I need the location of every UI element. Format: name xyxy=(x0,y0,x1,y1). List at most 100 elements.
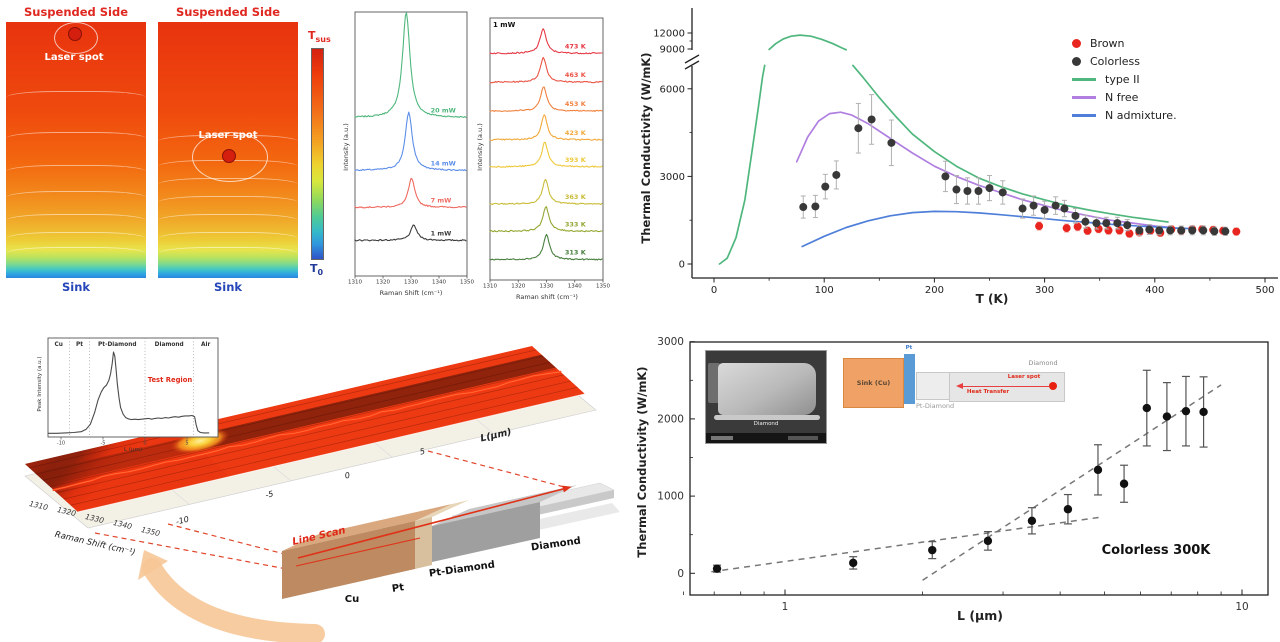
schematic-heat-arrowhead xyxy=(956,383,963,389)
type-ii-line-marker xyxy=(1072,77,1096,81)
svg-text:14 mW: 14 mW xyxy=(431,159,456,167)
schematic-pt-label: Pt xyxy=(905,345,913,351)
laser-contour-ring xyxy=(192,132,268,182)
sink-label-1: Sink xyxy=(61,280,91,294)
svg-text:20 mW: 20 mW xyxy=(431,107,456,115)
svg-text:2000: 2000 xyxy=(657,413,684,425)
legend-row-n-free: N free xyxy=(1072,88,1177,106)
svg-text:1310: 1310 xyxy=(348,280,362,286)
svg-text:Test Region: Test Region xyxy=(148,376,193,384)
svg-text:393 K: 393 K xyxy=(565,156,587,164)
schematic-pt-diamond-label: Pt-Diamond xyxy=(916,402,955,410)
sem-ledge xyxy=(714,415,820,420)
svg-text:6000: 6000 xyxy=(660,84,685,95)
legend-row-brown: Brown xyxy=(1072,34,1177,52)
svg-text:0: 0 xyxy=(677,568,684,580)
temperature-colorbar xyxy=(311,48,324,260)
temp-raman-power-annotation: 1 mW xyxy=(493,21,516,29)
isotherm-contour xyxy=(6,132,146,145)
n-admixture-line-marker xyxy=(1072,113,1096,117)
tk-temp-xlabel: T (K) xyxy=(975,292,1009,306)
svg-text:-10: -10 xyxy=(57,441,65,447)
tk-vs-length-chart: 1 10 0 1000 2000 3000 xyxy=(657,336,1269,613)
svg-text:1320: 1320 xyxy=(56,505,77,518)
svg-text:500: 500 xyxy=(1255,285,1274,296)
svg-text:1: 1 xyxy=(782,601,789,613)
schematic-laser-spot-label: Laser spot xyxy=(1007,374,1041,380)
svg-text:200: 200 xyxy=(925,285,944,296)
svg-text:1320: 1320 xyxy=(376,280,390,286)
svg-text:-5: -5 xyxy=(265,489,275,500)
suspended-side-label-1: Suspended Side xyxy=(23,5,129,19)
isotherm-contour xyxy=(158,247,298,260)
svg-text:Cu: Cu xyxy=(55,342,63,348)
sem-image-inset: Diamond xyxy=(705,350,827,444)
svg-text:10: 10 xyxy=(1235,601,1248,613)
svg-text:Pt: Pt xyxy=(76,342,83,348)
schematic-heat-line xyxy=(963,386,1049,388)
svg-text:1340: 1340 xyxy=(112,518,133,531)
svg-text:453 K: 453 K xyxy=(565,100,587,108)
svg-text:463 K: 463 K xyxy=(565,71,587,79)
n-free-line-marker xyxy=(1072,95,1096,99)
svg-text:1330: 1330 xyxy=(540,284,554,290)
temp-raman-ylabel: Intensity (a.u.) xyxy=(476,123,484,171)
colorless-dot-marker xyxy=(1072,56,1081,66)
legend-row-n-admixture: N admixture. xyxy=(1072,106,1177,124)
svg-text:1330: 1330 xyxy=(404,280,418,286)
linescan-inset-ylabel: Peak Intensity (a.u.) xyxy=(37,356,43,412)
sem-scale-mark xyxy=(711,436,733,440)
isotherm-contour xyxy=(158,232,298,245)
svg-text:12000: 12000 xyxy=(653,29,685,40)
colorless-300k-annotation: Colorless 300K xyxy=(1101,543,1211,558)
svg-text:0: 0 xyxy=(711,285,717,296)
svg-text:Pt-Diamond: Pt-Diamond xyxy=(98,342,136,348)
schematic-pt-strip xyxy=(904,354,915,404)
svg-text:100: 100 xyxy=(815,285,834,296)
svg-text:1340: 1340 xyxy=(432,280,446,286)
laser-spot-marker xyxy=(68,27,82,41)
colorbar-bottom-label: T0 xyxy=(310,262,324,278)
sem-diamond-label: Diamond xyxy=(753,421,779,427)
svg-text:-5: -5 xyxy=(101,441,106,447)
svg-text:L (μm): L (μm) xyxy=(124,447,142,453)
svg-text:5: 5 xyxy=(419,447,426,457)
sink-label-2: Sink xyxy=(213,280,243,294)
isotherm-contour xyxy=(6,214,146,227)
svg-text:1310: 1310 xyxy=(483,284,497,290)
colorbar-top-label: Tsus xyxy=(308,29,331,45)
svg-text:7 mW: 7 mW xyxy=(431,196,452,204)
svg-text:1000: 1000 xyxy=(657,491,684,503)
colorless-points xyxy=(799,115,1230,236)
svg-text:1350: 1350 xyxy=(140,525,161,538)
schematic-laser-dot xyxy=(1049,382,1057,390)
svg-text:423 K: 423 K xyxy=(565,129,587,137)
svg-text:0: 0 xyxy=(679,260,685,271)
heatmap-simulation-2: Laser spot xyxy=(158,22,298,278)
svg-text:313 K: 313 K xyxy=(565,249,587,257)
tk-length-xlabel: L (μm) xyxy=(957,608,1003,623)
laser-spot-marker xyxy=(222,149,236,163)
sem-scale-mark xyxy=(788,436,818,440)
legend-row-colorless: Colorless xyxy=(1072,52,1177,70)
schematic-pt-diamond-slab xyxy=(916,372,951,400)
isotherm-contour xyxy=(6,232,146,245)
power-raman-ylabel: Intensity (a.u.) xyxy=(342,123,350,171)
svg-text:1320: 1320 xyxy=(511,284,525,290)
power-raman-chart: 1310 1320 1330 1340 1350 20 mW 14 mW 7 mW 1 mW xyxy=(348,11,474,286)
raman-series xyxy=(354,12,467,242)
sem-diamond-body xyxy=(718,363,816,415)
isotherm-contour xyxy=(158,196,298,209)
isotherm-contour xyxy=(6,191,146,204)
svg-text:1340: 1340 xyxy=(568,284,582,290)
svg-text:Air: Air xyxy=(201,342,210,348)
svg-text:Diamond: Diamond xyxy=(155,342,184,348)
svg-text:3000: 3000 xyxy=(657,336,684,348)
pt-slab xyxy=(415,500,469,521)
svg-text:0: 0 xyxy=(143,441,146,447)
svg-text:0: 0 xyxy=(344,471,351,481)
raman-series xyxy=(489,28,603,261)
tk-vs-temperature-chart: 0 100 200 300 400 500 0 3000 6000 9000 12000 xyxy=(653,8,1278,296)
cu-block xyxy=(282,504,452,551)
